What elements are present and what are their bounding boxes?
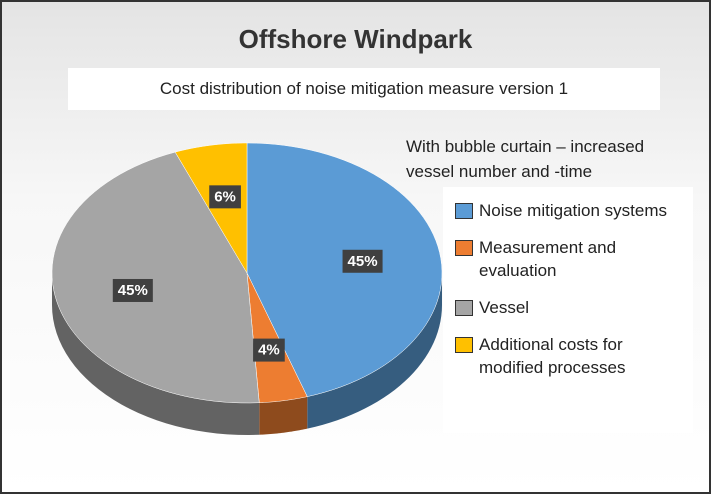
legend-label: Measurement and evaluation [479,238,617,280]
annotation-line: vessel number and -time [406,162,593,181]
data-label-group: 4% [253,338,285,362]
annotation-line: With bubble curtain – increased [406,137,645,156]
legend-swatch [455,203,473,219]
slice-side [52,273,260,435]
legend-swatch [455,240,473,256]
data-label-box [209,185,241,209]
legend-swatch [455,300,473,316]
legend-item: Additional costs for modified processes [455,333,689,379]
legend-swatch [455,337,473,353]
data-label: 6% [214,188,236,205]
chart-title: Offshore Windpark [238,24,473,54]
chart-subtitle: Cost distribution of noise mitigation me… [68,68,660,110]
data-label: 4% [258,342,280,359]
slice-side [307,273,442,429]
slice [51,151,260,404]
data-label-group: 45% [112,278,153,302]
legend-item: Noise mitigation systems [455,199,689,222]
slice [246,272,308,404]
slice-side [259,396,308,435]
data-label-box [253,338,285,362]
legend-item: Vessel [455,296,689,319]
legend-label: Vessel [479,298,530,317]
legend-item: Measurement and evaluation [455,236,689,282]
data-label: 45% [118,282,148,299]
legend-label: Additional costs for modified processes [479,335,626,377]
data-label-group: 45% [342,249,383,273]
data-label-group: 6% [209,185,241,209]
legend-label: Noise mitigation systems [479,201,668,220]
data-label: 45% [348,253,378,270]
legend: Noise mitigation systems Measurement and … [443,187,693,433]
annotation: With bubble curtain – increased vessel n… [406,134,644,184]
data-label-box [342,249,383,273]
data-label-box [112,278,153,302]
